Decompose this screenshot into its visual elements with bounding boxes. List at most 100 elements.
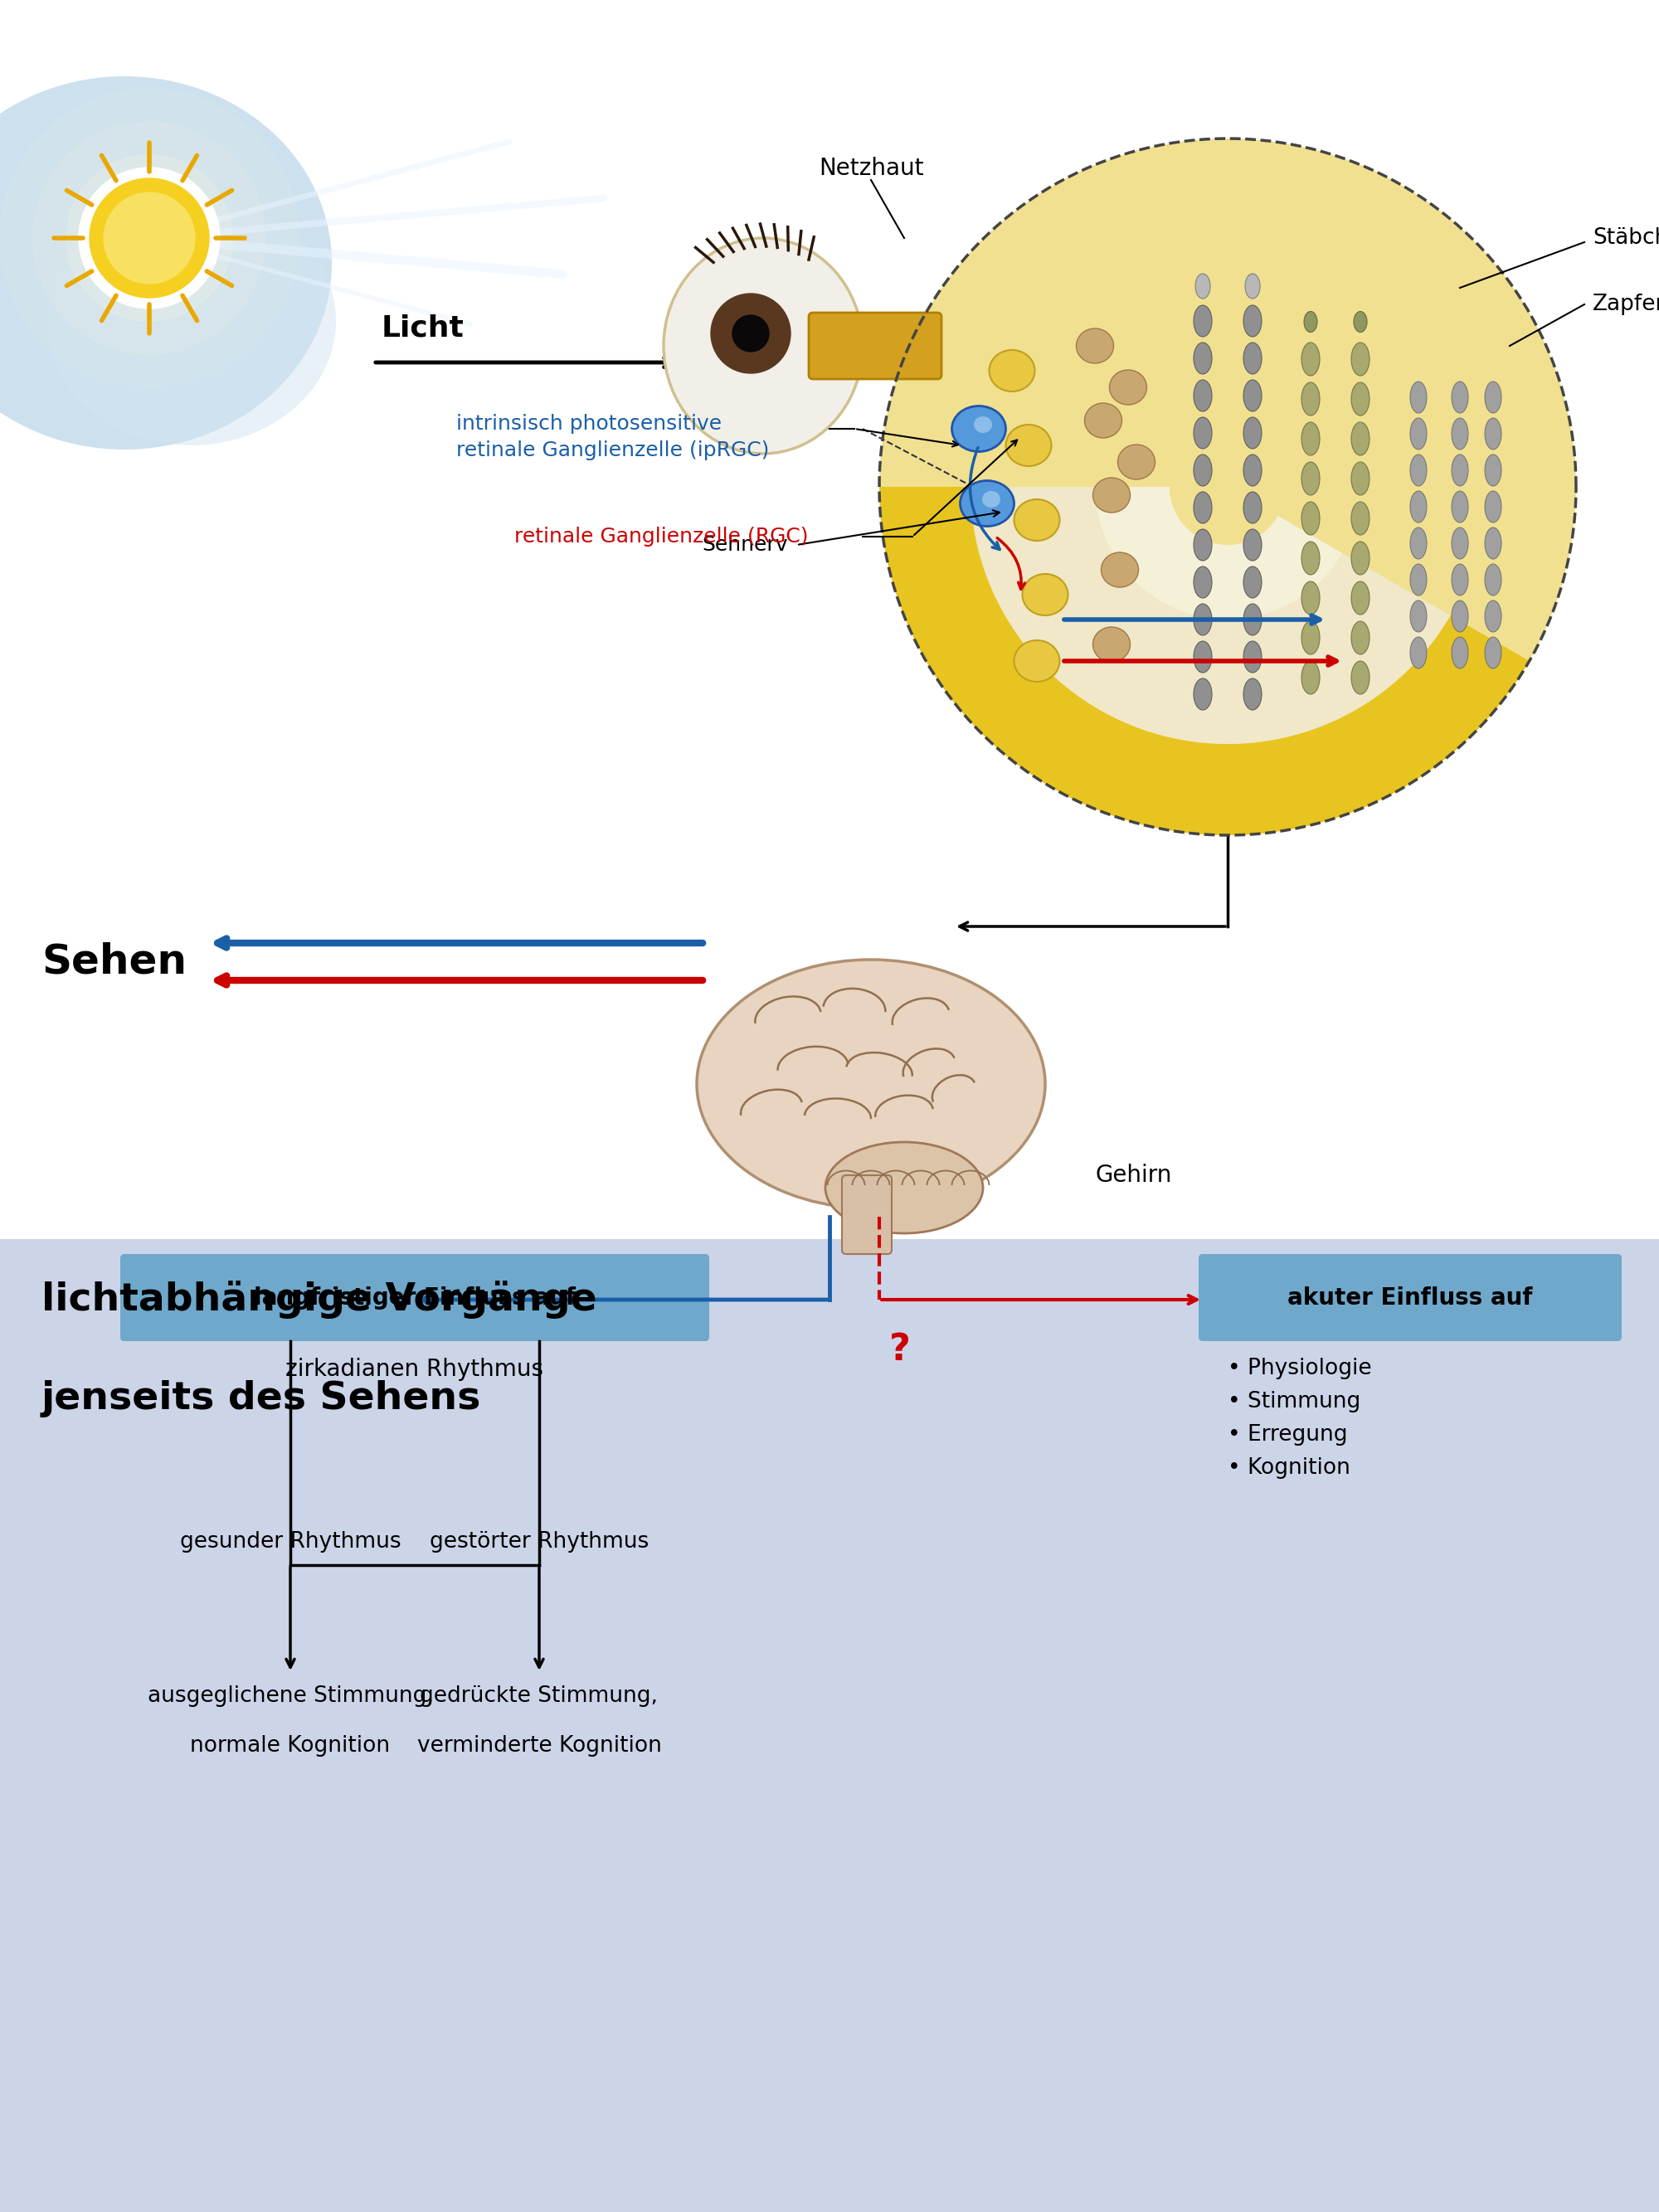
Ellipse shape	[1194, 646, 1211, 672]
Ellipse shape	[1244, 491, 1262, 524]
Ellipse shape	[1350, 661, 1370, 695]
Ellipse shape	[1304, 312, 1317, 332]
Ellipse shape	[1194, 347, 1211, 374]
Ellipse shape	[1194, 573, 1211, 597]
Ellipse shape	[1194, 604, 1211, 635]
Ellipse shape	[1304, 352, 1317, 372]
Ellipse shape	[1452, 564, 1468, 595]
Ellipse shape	[1244, 347, 1261, 374]
Ellipse shape	[1485, 599, 1501, 633]
Ellipse shape	[1194, 529, 1211, 560]
Ellipse shape	[1244, 566, 1262, 597]
Ellipse shape	[1194, 380, 1211, 411]
Text: jenseits des Sehens: jenseits des Sehens	[41, 1380, 481, 1418]
Bar	[0, 0, 1659, 1239]
Ellipse shape	[1304, 471, 1317, 491]
Ellipse shape	[1244, 611, 1261, 635]
Ellipse shape	[1014, 500, 1060, 540]
Ellipse shape	[1485, 564, 1501, 595]
Ellipse shape	[1244, 641, 1262, 672]
Text: gesunder Rhythmus: gesunder Rhythmus	[179, 1531, 401, 1553]
Ellipse shape	[1354, 352, 1367, 372]
Ellipse shape	[1350, 622, 1370, 655]
Ellipse shape	[664, 239, 863, 453]
FancyBboxPatch shape	[808, 312, 941, 378]
Ellipse shape	[1354, 431, 1367, 451]
Ellipse shape	[1194, 453, 1211, 487]
Circle shape	[732, 314, 768, 352]
Ellipse shape	[961, 480, 1014, 526]
Circle shape	[66, 155, 232, 321]
Ellipse shape	[1304, 511, 1317, 531]
Ellipse shape	[1110, 369, 1146, 405]
Ellipse shape	[1304, 551, 1317, 571]
Text: Zapfen: Zapfen	[1593, 294, 1659, 314]
Ellipse shape	[1244, 418, 1262, 449]
Ellipse shape	[952, 407, 1005, 451]
Ellipse shape	[1077, 327, 1113, 363]
Text: gedrückte Stimmung,: gedrückte Stimmung,	[420, 1686, 659, 1708]
Ellipse shape	[1350, 462, 1370, 495]
Ellipse shape	[1014, 639, 1060, 681]
Ellipse shape	[1102, 553, 1138, 586]
Ellipse shape	[1301, 502, 1321, 535]
Wedge shape	[971, 487, 1450, 743]
Ellipse shape	[1194, 274, 1211, 299]
Ellipse shape	[1350, 383, 1370, 416]
Ellipse shape	[1354, 511, 1367, 531]
Ellipse shape	[1452, 526, 1468, 560]
Text: Licht: Licht	[382, 314, 465, 341]
Ellipse shape	[1301, 661, 1321, 695]
Ellipse shape	[1485, 491, 1501, 522]
Ellipse shape	[697, 960, 1045, 1208]
Text: Sehen: Sehen	[41, 942, 186, 982]
Ellipse shape	[1244, 453, 1262, 487]
Text: Stäbchen: Stäbchen	[1593, 228, 1659, 248]
Ellipse shape	[1410, 564, 1427, 595]
Ellipse shape	[1485, 526, 1501, 560]
Ellipse shape	[1354, 312, 1367, 332]
Ellipse shape	[1452, 637, 1468, 668]
Ellipse shape	[45, 197, 335, 445]
Ellipse shape	[1452, 491, 1468, 522]
Ellipse shape	[1350, 343, 1370, 376]
Ellipse shape	[1485, 380, 1501, 414]
Ellipse shape	[1485, 637, 1501, 668]
Circle shape	[33, 122, 265, 354]
Text: verminderte Kognition: verminderte Kognition	[416, 1734, 662, 1756]
Ellipse shape	[1452, 418, 1468, 449]
Text: intrinsisch photosensitive
retinale Ganglienzelle (ipRGC): intrinsisch photosensitive retinale Gang…	[456, 414, 770, 460]
Ellipse shape	[1410, 418, 1427, 449]
Circle shape	[710, 294, 790, 374]
Ellipse shape	[1304, 591, 1317, 611]
Bar	[0, 1239, 1659, 2212]
Ellipse shape	[1194, 535, 1211, 560]
Ellipse shape	[1244, 274, 1261, 299]
Ellipse shape	[1350, 502, 1370, 535]
Ellipse shape	[1194, 491, 1211, 524]
Ellipse shape	[1194, 611, 1211, 635]
Ellipse shape	[1005, 425, 1052, 467]
Circle shape	[90, 179, 209, 299]
Ellipse shape	[1354, 551, 1367, 571]
Ellipse shape	[974, 416, 992, 434]
Ellipse shape	[1354, 591, 1367, 611]
Ellipse shape	[1194, 385, 1211, 411]
Ellipse shape	[1194, 498, 1211, 522]
Ellipse shape	[1354, 630, 1367, 650]
Text: lichtabhängige Vorgänge: lichtabhängige Vorgänge	[41, 1281, 597, 1318]
Ellipse shape	[1244, 312, 1261, 336]
Ellipse shape	[1301, 422, 1321, 456]
Circle shape	[80, 168, 219, 307]
Ellipse shape	[1350, 422, 1370, 456]
Text: normale Kognition: normale Kognition	[191, 1734, 390, 1756]
Ellipse shape	[1244, 305, 1262, 336]
Ellipse shape	[1022, 573, 1068, 615]
Ellipse shape	[1350, 582, 1370, 615]
Text: langfristiger Einfluss auf: langfristiger Einfluss auf	[254, 1285, 576, 1310]
Text: Gehirn: Gehirn	[1095, 1164, 1171, 1188]
Ellipse shape	[1118, 445, 1155, 480]
Ellipse shape	[1194, 305, 1211, 336]
Ellipse shape	[1350, 542, 1370, 575]
Text: Sehnerv: Sehnerv	[702, 535, 788, 555]
